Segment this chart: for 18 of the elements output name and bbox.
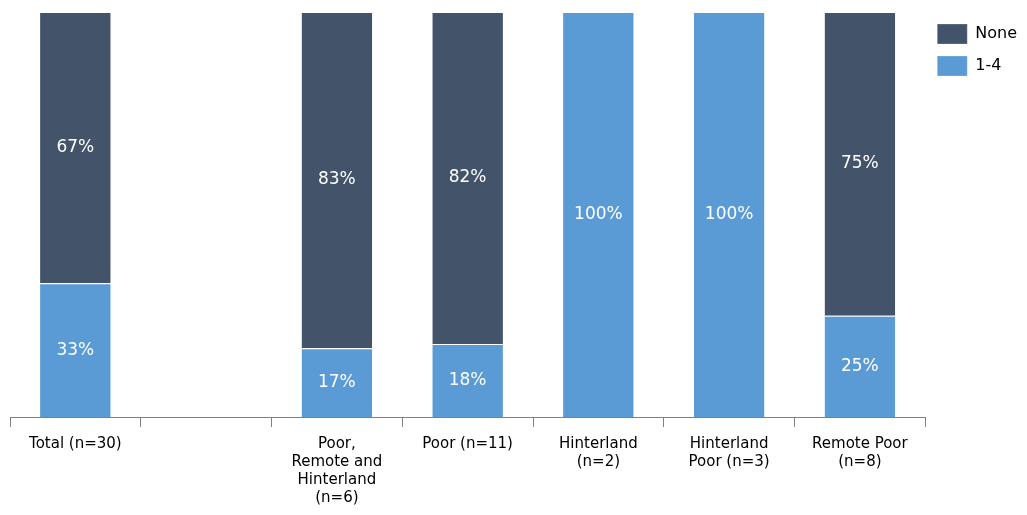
data-label: 83% xyxy=(317,168,356,189)
x-tick-label: Hinterland Poor (n=3) xyxy=(688,433,770,470)
data-label: 75% xyxy=(840,152,879,173)
data-label: 100% xyxy=(574,202,623,223)
data-label: 18% xyxy=(448,368,487,389)
x-tick-label: Hinterland (n=2) xyxy=(559,433,638,470)
x-tick-label: Poor, Remote and Hinterland (n=6) xyxy=(291,433,383,506)
data-label: 17% xyxy=(317,371,356,391)
x-tick-label: Poor (n=11) xyxy=(422,433,513,452)
x-tick-label: Total (n=30) xyxy=(28,433,122,452)
data-label: 100% xyxy=(704,202,754,223)
data-label: 25% xyxy=(840,354,879,375)
data-label: 33% xyxy=(56,338,95,359)
data-label: 67% xyxy=(56,136,95,157)
x-tick-label: Remote Poor (n=8) xyxy=(812,433,909,470)
legend-label: None xyxy=(975,23,1018,43)
data-label: 82% xyxy=(448,166,487,187)
legend-label: 1-4 xyxy=(975,55,1002,75)
